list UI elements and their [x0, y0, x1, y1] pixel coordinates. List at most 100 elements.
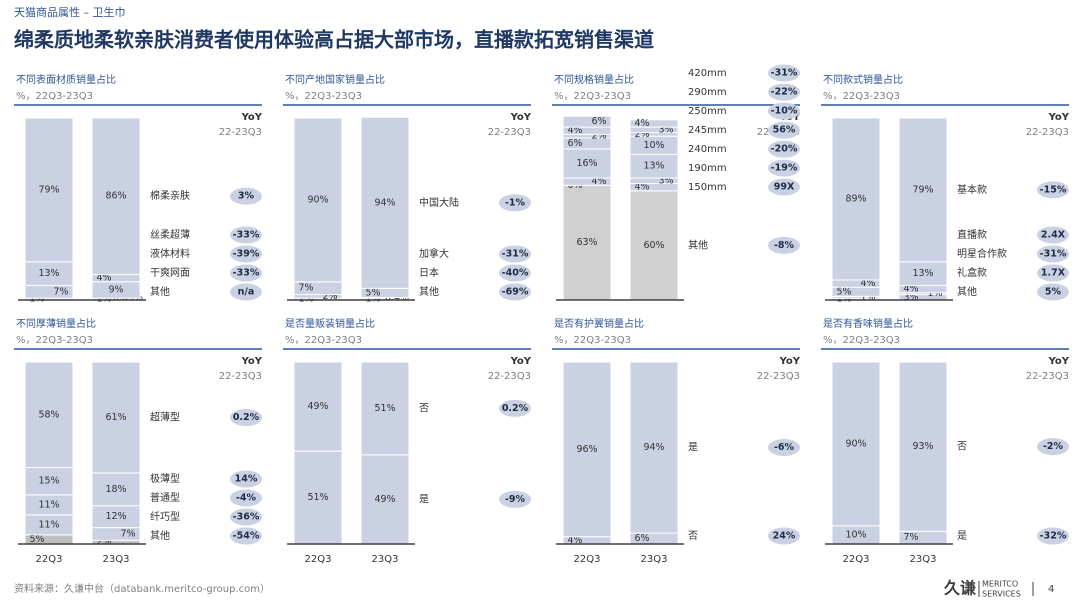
value-label: 16%: [576, 158, 597, 169]
yoy-value: -15%: [1040, 184, 1067, 195]
value-label: 89%: [845, 193, 866, 204]
yoy-period: 22-23Q3: [488, 371, 531, 382]
value-label: 86%: [105, 191, 126, 202]
value-label: 2%: [322, 291, 337, 302]
legend-label: 普通型: [150, 491, 180, 504]
legend-label: 直播款: [957, 228, 987, 241]
legend-label: 棉柔亲肤: [150, 189, 190, 202]
page-number: 4: [1048, 584, 1054, 595]
yoy-value: 99X: [774, 182, 795, 193]
yoy-value: 1.7X: [1041, 268, 1066, 279]
yoy-value: 24%: [773, 531, 796, 542]
yoy-value: -39%: [233, 249, 260, 260]
bar-segment: [24, 117, 74, 263]
value-label: 10%: [845, 529, 866, 540]
yoy-period: 22-23Q3: [219, 371, 262, 382]
yoy-value: 0.2%: [502, 403, 529, 414]
legend-label: 290mm: [688, 87, 727, 98]
legend-label: 日本: [419, 266, 439, 279]
yoy-value: -4%: [236, 493, 257, 504]
value-label: 3%: [658, 175, 673, 186]
yoy-value: -9%: [505, 494, 526, 505]
value-label: 1%: [29, 294, 44, 305]
x-tick-label: 23Q3: [910, 554, 937, 565]
yoy-pill: [1037, 245, 1069, 263]
legend-label: 否: [688, 530, 698, 542]
bar-segment: [562, 115, 612, 128]
legend-label: 其他: [957, 285, 977, 298]
yoy-value: -6%: [774, 442, 795, 453]
x-tick-label: 23Q3: [641, 554, 668, 565]
legend-label: 极薄型: [150, 472, 180, 485]
yoy-value: -22%: [771, 87, 798, 98]
value-label: 79%: [38, 184, 59, 195]
bar-segment: [293, 450, 343, 545]
value-label: 1%: [836, 294, 851, 305]
yoy-value: -20%: [771, 144, 798, 155]
value-label: 63%: [576, 237, 597, 248]
yoy-title: YoY: [241, 112, 263, 123]
yoy-value: -2%: [1043, 441, 1064, 452]
value-label: 3%: [903, 292, 918, 303]
yoy-value: 3%: [238, 191, 255, 202]
yoy-value: -10%: [771, 106, 798, 117]
legend-label: 其他: [150, 529, 170, 542]
legend-label: 420mm: [688, 68, 727, 79]
panel-title: 不同厚薄销量占比: [16, 317, 96, 330]
yoy-value: 56%: [773, 125, 796, 136]
yoy-pill: [230, 264, 262, 282]
legend-label: 明星合作款: [957, 247, 1007, 260]
x-tick-label: 23Q3: [372, 554, 399, 565]
value-label: 96%: [576, 444, 597, 455]
value-label: 4%: [591, 176, 606, 187]
value-label: 60%: [643, 240, 664, 251]
yoy-value: -31%: [771, 68, 798, 79]
value-label: 13%: [912, 268, 933, 279]
value-label: 1%: [298, 294, 313, 305]
value-label: 7%: [120, 528, 135, 539]
value-label: 7%: [53, 286, 68, 297]
section-label: 天猫商品属性 – 卫生巾: [14, 5, 126, 19]
value-label: 1%: [927, 288, 942, 299]
yoy-title: YoY: [779, 356, 801, 367]
yoy-title: YoY: [1048, 356, 1070, 367]
yoy-pill: [499, 264, 531, 282]
slide-title: 绵柔质地柔软亲肤消费者使用体验高占据大部市场，直播款拓宽销售渠道: [14, 28, 654, 52]
bar-segment: [629, 361, 679, 534]
bar-segment: [831, 361, 881, 527]
value-label: 58%: [38, 409, 59, 420]
value-label: 4%: [567, 535, 582, 546]
yoy-pill: [768, 121, 800, 139]
yoy-pill: [230, 489, 262, 507]
yoy-pill: [499, 283, 531, 301]
legend-label: 否: [957, 441, 967, 453]
yoy-pill: [1037, 283, 1069, 301]
yoy-title: YoY: [1048, 112, 1070, 123]
bar-segment: [562, 361, 612, 538]
yoy-pill: [230, 283, 262, 301]
yoy-period: 22-23Q3: [488, 127, 531, 138]
yoy-period: 22-23Q3: [219, 127, 262, 138]
panel-title: 是否有护翼销量占比: [554, 317, 644, 330]
value-label: 9%: [108, 284, 123, 295]
value-label: 1%: [860, 292, 875, 303]
value-label: 11%: [38, 519, 59, 530]
yoy-title: YoY: [241, 356, 263, 367]
yoy-pill: [1037, 181, 1069, 199]
yoy-pill: [230, 470, 262, 488]
value-label: 4%: [567, 125, 582, 136]
value-label: 49%: [374, 494, 395, 505]
legend-label: 150mm: [688, 182, 727, 193]
yoy-pill: [499, 490, 531, 508]
yoy-value: 0.2%: [233, 412, 260, 423]
value-label: 94%: [374, 197, 395, 208]
yoy-pill: [768, 439, 800, 457]
value-label: 5%: [836, 286, 851, 297]
panel-subtitle: %，22Q3-23Q3: [823, 335, 900, 346]
bar-segment: [293, 361, 343, 452]
value-label: 1%: [365, 294, 380, 305]
value-label: 7%: [298, 283, 313, 294]
bar-segment: [562, 184, 612, 301]
legend-label: 礼盒款: [957, 266, 987, 279]
panel-title: 不同表面材质销量占比: [16, 73, 116, 86]
